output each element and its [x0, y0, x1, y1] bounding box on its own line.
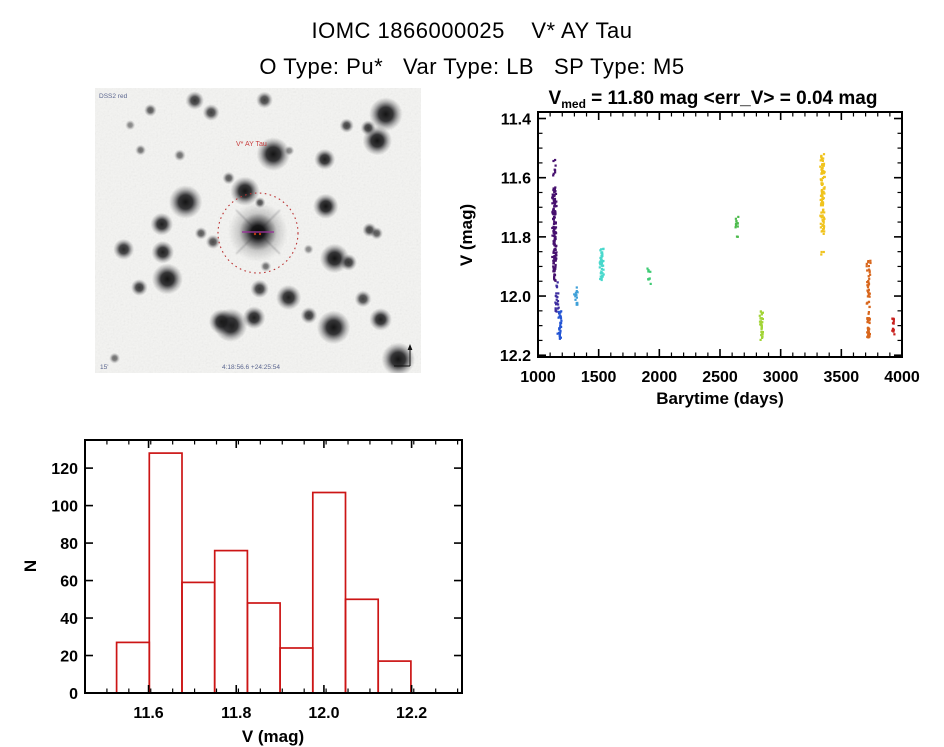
svg-text:0: 0: [69, 686, 78, 703]
svg-text:2000: 2000: [642, 369, 678, 386]
svg-text:11.4: 11.4: [501, 112, 531, 129]
lightcurve-tick-labels: 1000 1500 2000 2500 3000 3500 4000 11.4 11.6 11.8…: [500, 112, 920, 386]
svg-text:12.0: 12.0: [308, 705, 339, 722]
compass-icon: [394, 344, 413, 367]
svg-text:120: 120: [51, 461, 78, 478]
svg-text:100: 100: [51, 499, 78, 516]
svg-text:11.8: 11.8: [501, 230, 531, 247]
svg-text:11.6: 11.6: [501, 171, 531, 188]
scale-label: 15': [100, 364, 108, 371]
svg-text:2500: 2500: [702, 369, 738, 386]
svg-text:1000: 1000: [520, 369, 556, 386]
svg-text:60: 60: [60, 574, 78, 591]
svg-text:20: 20: [60, 649, 78, 666]
coordinates-label: 4:18:56.6 +24:25:54: [222, 364, 280, 371]
target-label: V* AY Tau: [236, 141, 267, 148]
svg-text:4000: 4000: [884, 369, 920, 386]
histogram-axes: [84, 439, 463, 694]
histogram-xlabel: V (mag): [242, 727, 304, 746]
svg-text:12.2: 12.2: [500, 348, 531, 365]
lightcurve-title: Vmed = 11.80 mag <err_V> = 0.04 mag: [549, 88, 878, 111]
svg-text:12.0: 12.0: [500, 289, 531, 306]
svg-text:11.6: 11.6: [133, 705, 163, 722]
histogram-ylabel: N: [21, 560, 40, 572]
star-field: [109, 91, 415, 373]
svg-text:40: 40: [60, 611, 78, 628]
page-title: IOMC 1866000025 V* AY Tau: [311, 18, 633, 43]
histogram-tick-labels: 11.6 11.8 12.0 12.2 0 20 40 60 80 100 120: [51, 461, 427, 722]
target-circle: [217, 192, 299, 274]
svg-text:1500: 1500: [581, 369, 617, 386]
svg-text:12.2: 12.2: [396, 705, 427, 722]
svg-text:80: 80: [60, 536, 78, 553]
survey-label: DSS2 red: [99, 93, 128, 100]
svg-text:11.8: 11.8: [221, 705, 251, 722]
svg-text:3000: 3000: [763, 369, 799, 386]
finding-chart-image: V* AY Tau DSS2 red 15' 4:18:56.6 +24:25:…: [95, 88, 421, 373]
lightcurve-axes: [537, 111, 903, 358]
svg-text:3500: 3500: [824, 369, 860, 386]
lightcurve-points: [551, 153, 896, 341]
target-star: [211, 194, 305, 272]
lightcurve-xlabel: Barytime (days): [656, 389, 784, 408]
lightcurve-plot: Vmed = 11.80 mag <err_V> = 0.04 mag 1000…: [457, 88, 920, 408]
histogram-bars: [115, 452, 412, 694]
page-subtitle: O Type: Pu* Var Type: LB SP Type: M5: [259, 54, 685, 79]
lightcurve-ylabel: V (mag): [457, 204, 476, 266]
